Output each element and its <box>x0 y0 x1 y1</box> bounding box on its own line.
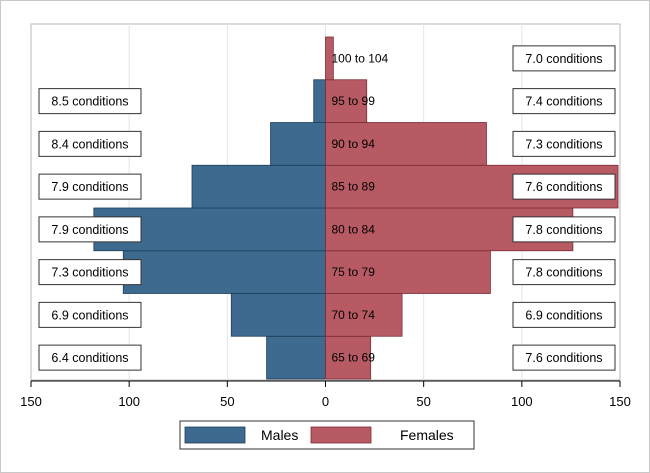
condition-note-text: 6.9 conditions <box>51 308 128 322</box>
age-group-label: 80 to 84 <box>332 222 376 236</box>
condition-note-text: 7.3 conditions <box>51 266 128 280</box>
male-bar <box>313 79 326 123</box>
males-legend-label: Males <box>261 427 298 443</box>
x-tick-label: 50 <box>220 394 234 409</box>
male-bar <box>191 164 326 209</box>
female-condition-note: 7.6 conditions <box>512 344 616 371</box>
age-group-label: 90 to 94 <box>332 137 376 151</box>
age-labels: 65 to 69 70 to 74 75 to 79 80 to 84 85 to 89… <box>332 51 389 364</box>
condition-note-text: 7.4 conditions <box>525 95 602 109</box>
male-condition-note: 7.3 conditions <box>38 259 142 286</box>
condition-note-box <box>512 344 616 371</box>
condition-note-text: 8.4 conditions <box>51 137 128 151</box>
x-tick-label: 150 <box>20 394 42 409</box>
age-group-label: 85 to 89 <box>332 180 376 194</box>
female-condition-note: 7.6 conditions <box>512 173 616 200</box>
condition-note-box <box>512 259 616 286</box>
condition-note-text: 7.9 conditions <box>51 180 128 194</box>
x-tick-label: 150 <box>609 394 631 409</box>
male-bar <box>270 122 326 166</box>
condition-note-box <box>512 45 616 72</box>
legend: Males Females <box>179 420 475 450</box>
female-bar <box>325 122 487 166</box>
condition-note-text: 7.9 conditions <box>51 223 128 237</box>
x-tick-label: 50 <box>416 394 430 409</box>
x-tick-label: 100 <box>118 394 140 409</box>
condition-note-text: 6.4 conditions <box>51 351 128 365</box>
bars <box>93 36 619 380</box>
condition-note-text: 7.6 conditions <box>525 180 602 194</box>
age-group-label: 100 to 104 <box>332 51 389 65</box>
condition-note-text: 6.9 conditions <box>525 308 602 322</box>
male-bar <box>230 293 326 337</box>
male-condition-note: 6.9 conditions <box>38 301 142 328</box>
condition-note-box <box>38 344 142 371</box>
condition-note-box <box>512 130 616 157</box>
condition-note-text: 7.0 conditions <box>525 52 602 66</box>
age-group-label: 70 to 74 <box>332 308 376 322</box>
condition-note-box <box>512 88 616 115</box>
male-condition-note: 7.9 conditions <box>38 216 142 243</box>
female-bar <box>325 79 368 123</box>
female-condition-note: 6.9 conditions <box>512 301 616 328</box>
condition-note-box <box>512 301 616 328</box>
x-tick-label: 0 <box>322 394 329 409</box>
male-condition-note: 7.9 conditions <box>38 173 142 200</box>
age-group-label: 65 to 69 <box>332 351 376 365</box>
condition-note-text: 7.6 conditions <box>525 351 602 365</box>
age-group-label: 75 to 79 <box>332 265 376 279</box>
condition-note-box <box>38 130 142 157</box>
female-bar <box>325 164 619 209</box>
females-legend-label: Females <box>400 427 454 443</box>
condition-note-text: 7.8 conditions <box>525 223 602 237</box>
female-bar <box>325 250 491 294</box>
condition-note-box <box>38 216 142 243</box>
female-condition-note: 7.0 conditions <box>512 45 616 72</box>
age-group-label: 95 to 99 <box>332 94 376 108</box>
condition-note-box <box>512 173 616 200</box>
female-bar <box>325 36 334 81</box>
condition-note-text: 7.3 conditions <box>525 137 602 151</box>
condition-note-box <box>38 301 142 328</box>
x-axis: 150 100 50 0 50 100 150 <box>20 380 631 409</box>
condition-note-text: 7.8 conditions <box>525 266 602 280</box>
male-condition-note: 8.5 conditions <box>38 88 142 115</box>
condition-note-box <box>38 173 142 200</box>
condition-note-box <box>512 216 616 243</box>
male-condition-note: 6.4 conditions <box>38 344 142 371</box>
female-condition-note: 7.4 conditions <box>512 88 616 115</box>
male-bar <box>122 250 326 294</box>
male-condition-note: 8.4 conditions <box>38 130 142 157</box>
condition-notes: 6.4 conditions 7.6 conditions 6.9 conditio… <box>38 45 616 371</box>
condition-note-box <box>38 88 142 115</box>
female-condition-note: 7.8 conditions <box>512 216 616 243</box>
condition-note-text: 8.5 conditions <box>51 95 128 109</box>
female-condition-note: 7.8 conditions <box>512 259 616 286</box>
condition-note-box <box>38 259 142 286</box>
male-bar <box>266 335 326 380</box>
x-tick-label: 100 <box>511 394 533 409</box>
females-legend-swatch <box>310 426 372 444</box>
males-legend-swatch <box>184 426 246 444</box>
female-condition-note: 7.3 conditions <box>512 130 616 157</box>
